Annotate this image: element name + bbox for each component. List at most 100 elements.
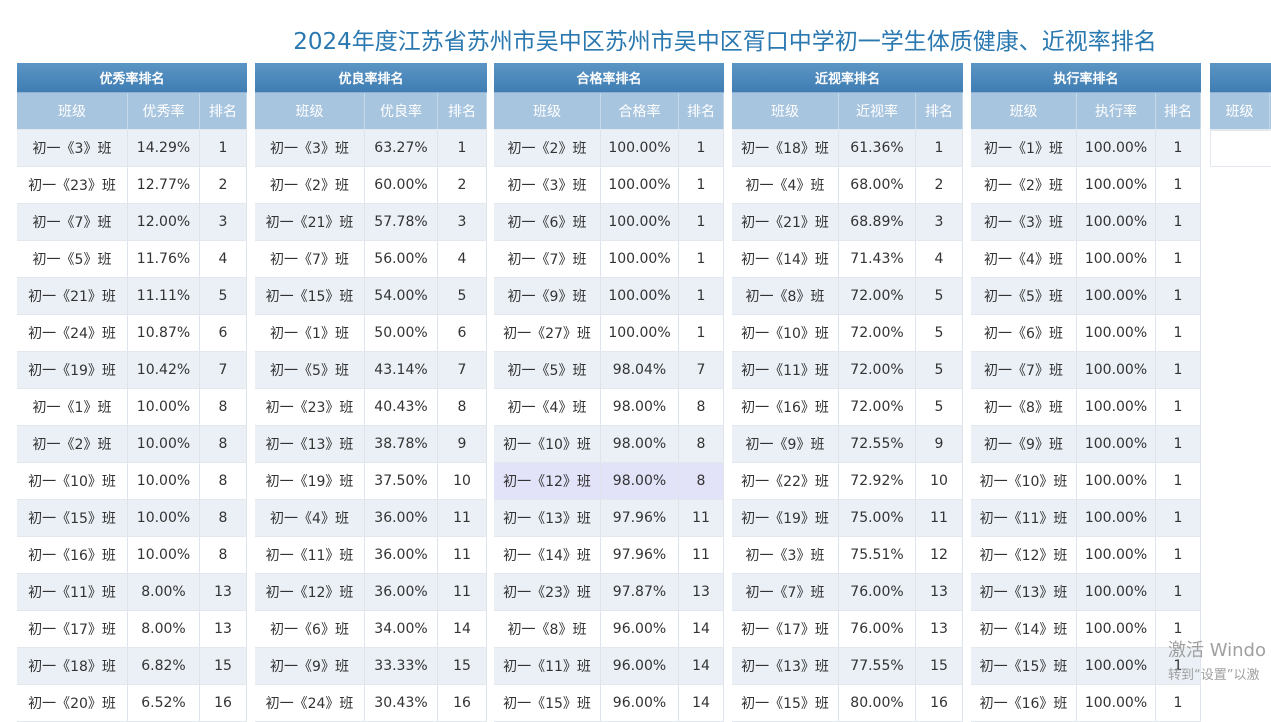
- table-cell: 初一《10》班: [494, 426, 601, 462]
- table-cell: 初一《15》班: [971, 648, 1077, 684]
- table-cell: 初一《7》班: [971, 352, 1077, 388]
- table-row: 初一《12》班 36.00% 11: [255, 574, 487, 611]
- table-row: 初一《11》班 72.00% 5: [732, 352, 963, 389]
- ranking-table: 合格率排名 班级 合格率 排名 初一《2》班 100.00% 1 初一《3》班 100.00% 1…: [494, 63, 724, 722]
- table-cell: 100.00%: [601, 130, 679, 166]
- table-cell: 1: [916, 130, 963, 166]
- table-row: 初一《14》班 97.96% 11: [494, 537, 724, 574]
- table-cell: 1: [1156, 648, 1201, 684]
- table-cell: 初一《11》班: [494, 648, 601, 684]
- table-cell: 1: [679, 167, 724, 203]
- table-cell: 16: [438, 685, 487, 721]
- table-cell: 33.33%: [365, 648, 438, 684]
- table-cell: 36.00%: [365, 537, 438, 573]
- table-row: 初一《2》班 60.00% 2: [255, 167, 487, 204]
- table-cell: 初一《12》班: [494, 463, 601, 499]
- table-row: 初一《7》班 56.00% 4: [255, 241, 487, 278]
- table-row: 初一《16》班 10.00% 8: [17, 537, 247, 574]
- table-cell: 97.96%: [601, 500, 679, 536]
- column-header-row: 班级 优秀率 排名: [17, 93, 247, 130]
- ranking-table: 优秀率排名 班级 优秀率 排名 初一《3》班 14.29% 1 初一《23》班 12.77% 2 初…: [17, 63, 247, 722]
- column-header: 班级: [17, 93, 128, 129]
- table-row: 初一《23》班 12.77% 2: [17, 167, 247, 204]
- table-cell: 100.00%: [601, 315, 679, 351]
- table-cell: 1: [1156, 463, 1201, 499]
- table-cell: 初一《13》班: [732, 648, 839, 684]
- column-header: 合格率: [601, 93, 679, 129]
- table-cell: 100.00%: [1077, 389, 1156, 425]
- table-cell: 2: [438, 167, 487, 203]
- table-cell: 1: [1156, 204, 1201, 240]
- table-cell: 初一《13》班: [971, 574, 1077, 610]
- table-cell: 初一《11》班: [255, 537, 365, 573]
- table-cell: 初一《8》班: [732, 278, 839, 314]
- table-row: 初一《19》班 10.42% 7: [17, 352, 247, 389]
- table-cell: 初一《21》班: [17, 278, 128, 314]
- table-cell: 14: [679, 611, 724, 647]
- table-cell: 初一《27》班: [494, 315, 601, 351]
- column-header: 排名: [438, 93, 487, 129]
- table-cell: 10: [916, 463, 963, 499]
- table-cell: 初一《13》班: [255, 426, 365, 462]
- table-row: 初一《16》班 72.00% 5: [732, 389, 963, 426]
- table-row: 初一《1》班 10.00% 8: [17, 389, 247, 426]
- table-cell: 初一《7》班: [494, 241, 601, 277]
- table-row: 初一《11》班 36.00% 11: [255, 537, 487, 574]
- partial-table: 班级: [1210, 63, 1271, 167]
- table-cell: 97.87%: [601, 574, 679, 610]
- column-header: 班级: [732, 93, 839, 129]
- table-cell: 初一《15》班: [17, 500, 128, 536]
- table-row: 初一《3》班 75.51% 12: [732, 537, 963, 574]
- table-row: 初一《2》班 100.00% 1: [494, 130, 724, 167]
- table-cell: 初一《19》班: [17, 352, 128, 388]
- table-cell: 初一《3》班: [255, 130, 365, 166]
- table-cell: 80.00%: [839, 685, 916, 721]
- table-title: 优良率排名: [255, 63, 487, 93]
- column-header: 排名: [1156, 93, 1201, 129]
- table-cell: 初一《5》班: [17, 241, 128, 277]
- table-cell: 1: [1156, 241, 1201, 277]
- table-cell: 98.04%: [601, 352, 679, 388]
- column-header: 优秀率: [128, 93, 200, 129]
- table-cell: 初一《2》班: [255, 167, 365, 203]
- table-cell: 初一《2》班: [17, 426, 128, 462]
- table-cell: 72.00%: [839, 352, 916, 388]
- table-cell: 100.00%: [1077, 352, 1156, 388]
- table-cell: 4: [438, 241, 487, 277]
- table-row: 初一《21》班 57.78% 3: [255, 204, 487, 241]
- table-row: 初一《9》班 33.33% 15: [255, 648, 487, 685]
- table-cell: 1: [679, 278, 724, 314]
- table-cell: 初一《6》班: [971, 315, 1077, 351]
- table-cell: 100.00%: [1077, 130, 1156, 166]
- table-row: 初一《7》班 76.00% 13: [732, 574, 963, 611]
- table-cell: 8: [200, 537, 247, 573]
- table-cell: 初一《11》班: [732, 352, 839, 388]
- table-row: 初一《21》班 68.89% 3: [732, 204, 963, 241]
- table-row: 初一《15》班 80.00% 16: [732, 685, 963, 722]
- table-cell: 11: [438, 500, 487, 536]
- column-header-row: 班级: [1210, 93, 1271, 130]
- table-cell: 14: [679, 685, 724, 721]
- table-row: 初一《1》班 100.00% 1: [971, 130, 1201, 167]
- table-row: 初一《8》班 72.00% 5: [732, 278, 963, 315]
- table-cell: 100.00%: [1077, 574, 1156, 610]
- table-cell: 初一《4》班: [494, 389, 601, 425]
- table-row: 初一《3》班 14.29% 1: [17, 130, 247, 167]
- table-cell: 初一《5》班: [255, 352, 365, 388]
- table-cell: 12.77%: [128, 167, 200, 203]
- page-title: 2024年度江苏省苏州市吴中区苏州市吴中区胥口中学初一学生体质健康、近视率排名: [293, 29, 1157, 55]
- table-cell: 初一《15》班: [732, 685, 839, 721]
- table-cell: 5: [916, 278, 963, 314]
- table-cell: 96.00%: [601, 648, 679, 684]
- column-header: 优良率: [365, 93, 438, 129]
- column-header-row: 班级 近视率 排名: [732, 93, 963, 130]
- table-cell: 初一《15》班: [494, 685, 601, 721]
- table-row: 初一《13》班 38.78% 9: [255, 426, 487, 463]
- table-cell: 13: [679, 574, 724, 610]
- table-row: 初一《9》班 72.55% 9: [732, 426, 963, 463]
- table-cell: 12.00%: [128, 204, 200, 240]
- table-row: 初一《18》班 6.82% 15: [17, 648, 247, 685]
- table-cell: 100.00%: [1077, 278, 1156, 314]
- table-row: 初一《12》班 100.00% 1: [971, 537, 1201, 574]
- table-row: 初一《5》班 100.00% 1: [971, 278, 1201, 315]
